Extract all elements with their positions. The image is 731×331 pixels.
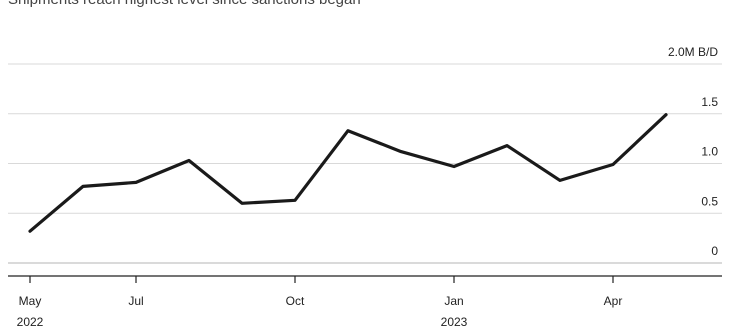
x-axis: May 2022 Jul Oct Jan 2023 Apr	[8, 275, 722, 329]
y-tick-label: 2.0M B/D	[668, 45, 718, 59]
chart-caption: Shipments reach highest level since sanc…	[8, 0, 361, 8]
x-tick-label: May	[19, 294, 42, 308]
series-layer	[28, 113, 668, 233]
y-tick-label: 0	[711, 244, 718, 258]
y-tick-label: 0.5	[701, 194, 718, 208]
series-line	[28, 113, 668, 233]
x-tick-year-label: 2022	[17, 315, 44, 329]
y-tick-label: 1.0	[701, 145, 718, 159]
x-tick-label: Jul	[128, 294, 143, 308]
y-tick-labels: 0 0.5 1.0 1.5 2.0M B/D	[668, 45, 718, 258]
grid-lines	[8, 63, 722, 264]
x-tick-label: Jan	[444, 294, 463, 308]
y-tick-label: 1.5	[701, 95, 718, 109]
x-tick-label: Apr	[604, 294, 623, 308]
x-tick-year-label: 2023	[441, 315, 468, 329]
x-tick-label: Oct	[286, 294, 305, 308]
